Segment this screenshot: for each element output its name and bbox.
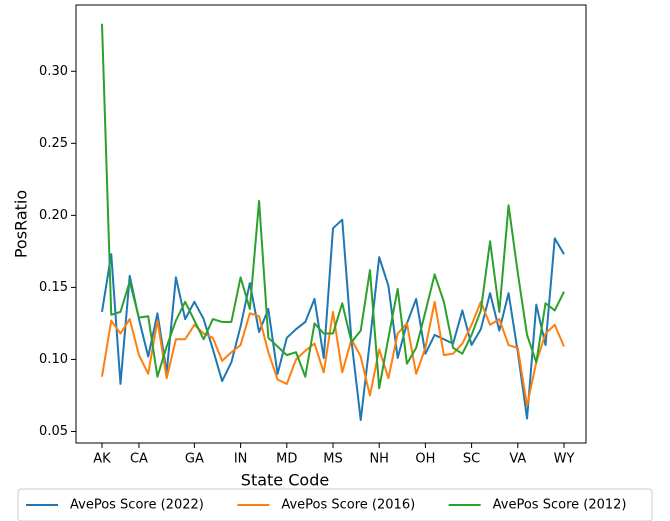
legend-label: AvePos Score (2022) [70, 498, 204, 513]
y-tick-label: 0.15 [39, 280, 68, 295]
x-tick-label: CA [130, 452, 148, 467]
x-tick-label: MS [323, 452, 342, 467]
x-tick-label: AK [93, 452, 111, 467]
plot-frame [75, 4, 587, 444]
y-tick-label: 0.25 [39, 136, 68, 151]
x-tick-label: WY [554, 452, 575, 467]
x-tick-label: MD [276, 452, 297, 467]
y-tick-label: 0.05 [39, 424, 68, 439]
x-tick-label: GA [185, 452, 204, 467]
x-tick-label: VA [509, 452, 526, 467]
y-tick-label: 0.10 [39, 352, 68, 367]
series-line [101, 218, 565, 421]
x-axis-label: State Code [241, 471, 329, 490]
x-tick-label: NH [369, 452, 389, 467]
series-line [101, 300, 565, 407]
legend-box [17, 488, 653, 521]
x-tick-label: IN [234, 452, 248, 467]
series-line [101, 23, 565, 390]
y-axis-label: PosRatio [12, 190, 31, 258]
y-tick-label: 0.20 [39, 208, 68, 223]
x-tick-label: OH [415, 452, 435, 467]
legend-label: AvePos Score (2012) [493, 498, 627, 513]
legend-label: AvePos Score (2016) [281, 498, 415, 513]
x-tick-label: SC [463, 452, 480, 467]
y-tick-label: 0.30 [39, 64, 68, 79]
